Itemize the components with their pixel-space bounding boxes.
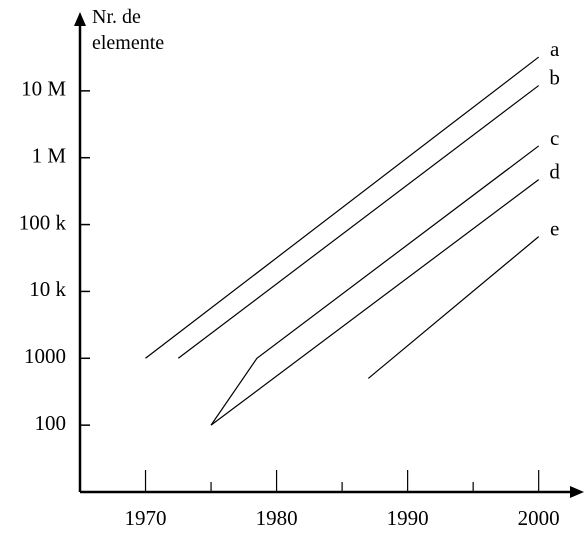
y-tick-label: 1 M [32,144,67,168]
x-axis-arrow [570,486,584,498]
series-label: c [550,126,559,150]
series-line [210,179,540,426]
series-line [367,236,540,379]
series-label: d [549,159,560,183]
y-tick-label: 10 M [21,77,66,101]
y-tick-label: 100 k [19,210,67,234]
x-tick-label: 1970 [125,506,167,530]
y-axis-arrow [74,12,86,26]
x-tick-label: 2000 [518,506,560,530]
series-line [177,85,540,359]
y-tick-label: 100 [35,411,67,435]
x-tick-label: 1990 [387,506,429,530]
series-label: b [549,65,560,89]
series-label: e [550,216,559,240]
y-tick-label: 1000 [24,344,66,368]
y-axis-title: Nr. de elemente [92,6,165,54]
y-tick-label: 10 k [29,277,66,301]
series-line [210,145,540,426]
x-tick-label: 1980 [256,506,298,530]
series-label: a [550,37,560,61]
series-line [145,56,540,359]
